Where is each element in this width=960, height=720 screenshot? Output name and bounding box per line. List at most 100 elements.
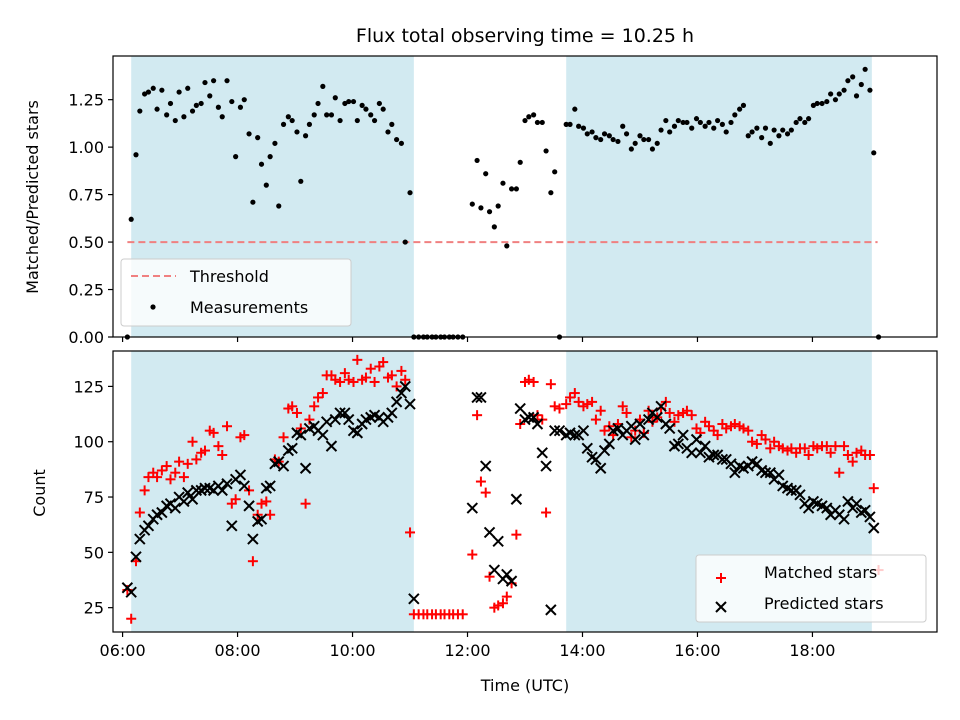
matched-point bbox=[161, 461, 172, 472]
predicted-point-b bbox=[156, 506, 168, 519]
measurement-point bbox=[740, 102, 747, 108]
matched-point bbox=[217, 449, 228, 460]
predicted-point-b bbox=[677, 429, 689, 441]
measurement-point bbox=[394, 136, 400, 143]
predicted-point-b bbox=[764, 466, 776, 479]
predicted-point-b bbox=[299, 462, 312, 474]
predicted-point bbox=[699, 440, 711, 452]
matched-point bbox=[851, 447, 862, 458]
y-tick-label: 0.75 bbox=[68, 186, 104, 205]
axes-frame bbox=[112, 55, 938, 338]
predicted-point bbox=[510, 493, 523, 505]
measurement-point bbox=[836, 91, 842, 97]
measurement-point bbox=[150, 85, 156, 91]
predicted-point-b bbox=[505, 575, 518, 587]
measurement-point bbox=[198, 100, 204, 107]
matched-point bbox=[830, 441, 841, 452]
predicted-point-b bbox=[390, 396, 403, 408]
measurement-point bbox=[845, 78, 851, 84]
predicted-point bbox=[540, 460, 552, 472]
matched-point bbox=[760, 434, 771, 445]
predicted-point bbox=[642, 413, 655, 426]
measurement-point bbox=[363, 106, 369, 112]
measurement-point bbox=[342, 100, 348, 107]
predicted-point bbox=[243, 500, 255, 512]
matched-point bbox=[457, 609, 468, 620]
predicted-point bbox=[351, 427, 364, 439]
predicted-point-b bbox=[699, 440, 711, 452]
predicted-point bbox=[178, 495, 190, 508]
measurement-point bbox=[858, 81, 864, 88]
predicted-point-b bbox=[751, 458, 763, 470]
predicted-point-b bbox=[590, 453, 602, 466]
measurement-point bbox=[159, 87, 165, 93]
predicted-point bbox=[226, 520, 238, 532]
measurement-point bbox=[181, 114, 187, 120]
matched-point bbox=[386, 370, 397, 381]
matched-point bbox=[278, 432, 289, 443]
measurement-point bbox=[486, 209, 493, 215]
predicted-point bbox=[134, 533, 146, 545]
matched-point bbox=[803, 449, 814, 460]
predicted-point bbox=[475, 391, 487, 404]
predicted-point-b bbox=[178, 495, 190, 508]
measurement-point bbox=[552, 169, 558, 175]
matched-point bbox=[786, 443, 797, 454]
predicted-point-b bbox=[125, 586, 137, 598]
measurement-point bbox=[680, 119, 686, 126]
matched-point bbox=[330, 374, 341, 385]
predicted-point-b bbox=[483, 526, 496, 539]
predicted-point bbox=[295, 429, 307, 441]
matched-point bbox=[126, 613, 137, 624]
matched-point bbox=[825, 447, 836, 458]
matched-point bbox=[669, 416, 680, 427]
measurement-point bbox=[469, 201, 475, 207]
matched-point bbox=[187, 436, 198, 447]
matched-point bbox=[405, 527, 416, 538]
legend-matched-label: Matched stars bbox=[764, 563, 877, 582]
predicted-point-b bbox=[320, 416, 333, 428]
measurement-point bbox=[526, 114, 532, 120]
y-tick-label: 1.00 bbox=[68, 138, 104, 157]
measurement-point bbox=[267, 154, 273, 160]
matched-point bbox=[313, 392, 324, 403]
measurement-point bbox=[350, 98, 357, 105]
matched-point bbox=[497, 598, 508, 609]
predicted-point bbox=[317, 429, 329, 441]
predicted-point bbox=[690, 433, 703, 446]
predicted-point-b bbox=[466, 502, 479, 514]
measurement-point bbox=[589, 129, 595, 135]
predicted-point-b bbox=[531, 418, 544, 430]
matched-point bbox=[360, 372, 371, 383]
y-tick-label: 100 bbox=[73, 433, 104, 452]
predicted-point bbox=[395, 387, 408, 399]
measurement-point bbox=[693, 116, 700, 122]
matched-point bbox=[472, 410, 483, 421]
measurement-point bbox=[832, 97, 839, 103]
matched-point bbox=[868, 483, 879, 494]
measurement-point bbox=[167, 100, 174, 107]
predicted-point bbox=[716, 453, 729, 466]
predicted-point bbox=[523, 411, 535, 424]
matched-point bbox=[239, 430, 250, 441]
matched-point bbox=[199, 445, 210, 456]
x-tick-label: 08:00 bbox=[215, 641, 261, 660]
predicted-point bbox=[399, 380, 411, 393]
predicted-point-b bbox=[238, 480, 250, 492]
measurement-point bbox=[263, 182, 269, 188]
predicted-point bbox=[182, 486, 194, 499]
measurement-point bbox=[853, 93, 860, 99]
predicted-point bbox=[545, 604, 557, 616]
matched-point bbox=[484, 571, 495, 582]
matched-point bbox=[587, 396, 598, 407]
measurement-point bbox=[850, 74, 856, 80]
measurement-point bbox=[491, 224, 497, 230]
predicted-point bbox=[339, 407, 351, 419]
measurement-point bbox=[584, 131, 590, 137]
predicted-point bbox=[725, 458, 737, 470]
matched-point bbox=[287, 401, 298, 412]
measurement-point bbox=[215, 104, 221, 110]
predicted-point bbox=[390, 396, 403, 408]
predicted-point-b bbox=[317, 429, 329, 441]
matched-point bbox=[300, 498, 311, 509]
